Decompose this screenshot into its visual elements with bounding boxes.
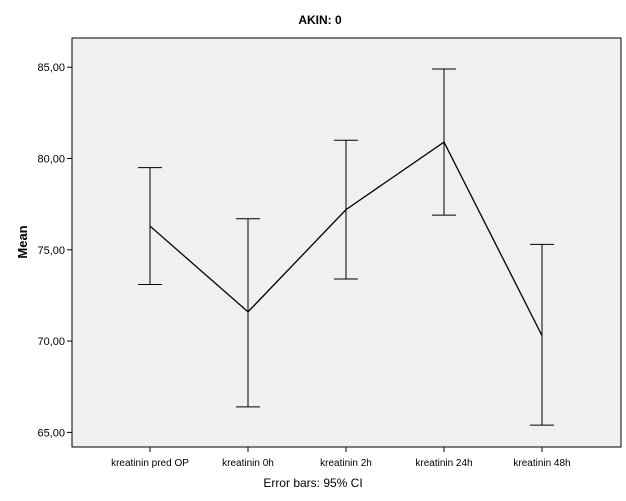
series-line <box>149 141 543 336</box>
chart-title: AKIN: 0 <box>298 13 342 27</box>
error-bar <box>236 218 260 408</box>
x-tick-label: kreatinin 48h <box>513 458 570 469</box>
x-axis: kreatinin pred OP kreatinin 0h kreatinin 2… <box>111 447 571 469</box>
y-axis: 65,00 70,00 75,00 80,00 85,00 <box>37 62 72 439</box>
x-tick-label: kreatinin 0h <box>222 458 274 469</box>
y-tick-label: 70,00 <box>37 336 65 348</box>
y-axis-label: Mean <box>15 225 30 258</box>
y-tick-label: 80,00 <box>37 154 65 166</box>
x-tick-label: kreatinin pred OP <box>111 458 189 469</box>
error-bars-caption: Error bars: 95% CI <box>263 476 362 490</box>
y-tick-label: 75,00 <box>37 245 65 257</box>
x-tick-label: kreatinin 24h <box>415 458 472 469</box>
y-tick-label: 65,00 <box>37 427 65 439</box>
x-tick-label: kreatinin 2h <box>320 458 372 469</box>
y-tick-label: 85,00 <box>37 62 65 74</box>
